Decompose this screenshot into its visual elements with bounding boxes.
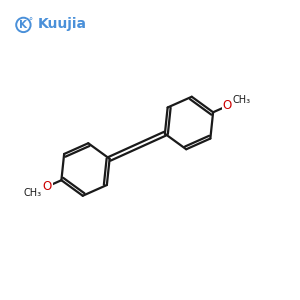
Text: K: K — [20, 20, 27, 30]
Text: Kuujia: Kuujia — [38, 17, 86, 31]
Text: CH₃: CH₃ — [24, 188, 42, 198]
Text: O: O — [223, 99, 232, 112]
Text: O: O — [43, 180, 52, 193]
Text: °: ° — [28, 17, 33, 26]
Text: CH₃: CH₃ — [232, 94, 251, 105]
